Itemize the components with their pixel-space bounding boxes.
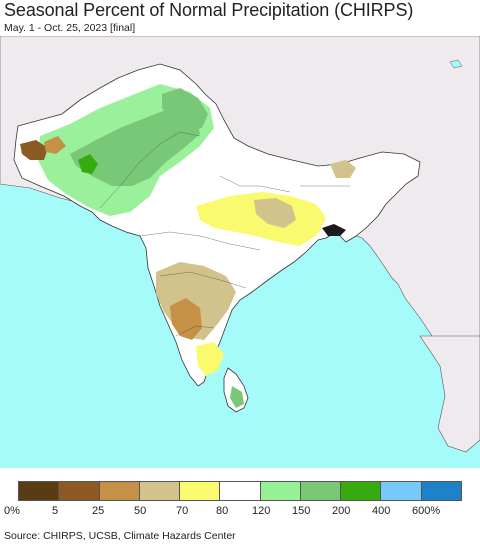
legend-label-5: 80 bbox=[216, 505, 229, 517]
legend-swatch-10 bbox=[421, 482, 461, 500]
admin-borders bbox=[99, 131, 350, 337]
legend-label-0: 0% bbox=[4, 505, 20, 517]
wetter-zone-northwest bbox=[70, 106, 200, 186]
legend-label-10: 600% bbox=[412, 505, 441, 517]
map-subtitle: May. 1 - Oct. 25, 2023 [final] bbox=[4, 22, 136, 34]
legend-label-4: 70 bbox=[176, 505, 189, 517]
dry-zone-karnataka bbox=[170, 298, 202, 340]
below-normal-central-india bbox=[196, 192, 326, 246]
legend-swatch-0 bbox=[19, 482, 60, 500]
small-lake bbox=[449, 59, 463, 69]
bengal-delta bbox=[322, 224, 346, 236]
legend-label-2: 25 bbox=[92, 505, 105, 517]
legend-color-bar bbox=[18, 481, 462, 501]
much-below-normal-east-india bbox=[254, 198, 296, 228]
wet-zone-sri-lanka bbox=[230, 386, 244, 408]
legend-swatch-7 bbox=[300, 482, 342, 500]
very-wet-zone-pakistan bbox=[78, 154, 98, 174]
dry-zone-balochistan-edge bbox=[44, 136, 66, 154]
legend-label-7: 150 bbox=[292, 505, 311, 517]
legend-swatch-9 bbox=[381, 482, 422, 500]
legend-label-9: 400 bbox=[372, 505, 391, 517]
precipitation-map bbox=[0, 36, 480, 468]
below-normal-northeast bbox=[330, 160, 356, 178]
legend-swatch-2 bbox=[99, 482, 140, 500]
legend-swatch-3 bbox=[139, 482, 181, 500]
legend-labels: 0% 5 25 50 70 80 120 150 200 400 600% bbox=[0, 505, 480, 519]
wet-zone-kashmir bbox=[162, 88, 208, 132]
land-southeast-asia bbox=[419, 335, 480, 453]
legend-swatch-8 bbox=[341, 482, 382, 500]
legend-swatch-4 bbox=[180, 482, 221, 500]
dry-zone-balochistan bbox=[20, 140, 48, 160]
source-credit: Source: CHIRPS, UCSB, Climate Hazards Ce… bbox=[4, 530, 236, 542]
legend-swatch-1 bbox=[59, 482, 100, 500]
legend-swatch-5 bbox=[220, 482, 261, 500]
legend-label-6: 120 bbox=[252, 505, 271, 517]
legend-label-1: 5 bbox=[52, 505, 59, 517]
map-title: Seasonal Percent of Normal Precipitation… bbox=[4, 0, 414, 20]
legend-label-8: 200 bbox=[332, 505, 351, 517]
below-normal-tamil-nadu bbox=[196, 342, 224, 376]
legend-swatch-6 bbox=[260, 482, 301, 500]
legend-label-3: 50 bbox=[134, 505, 147, 517]
